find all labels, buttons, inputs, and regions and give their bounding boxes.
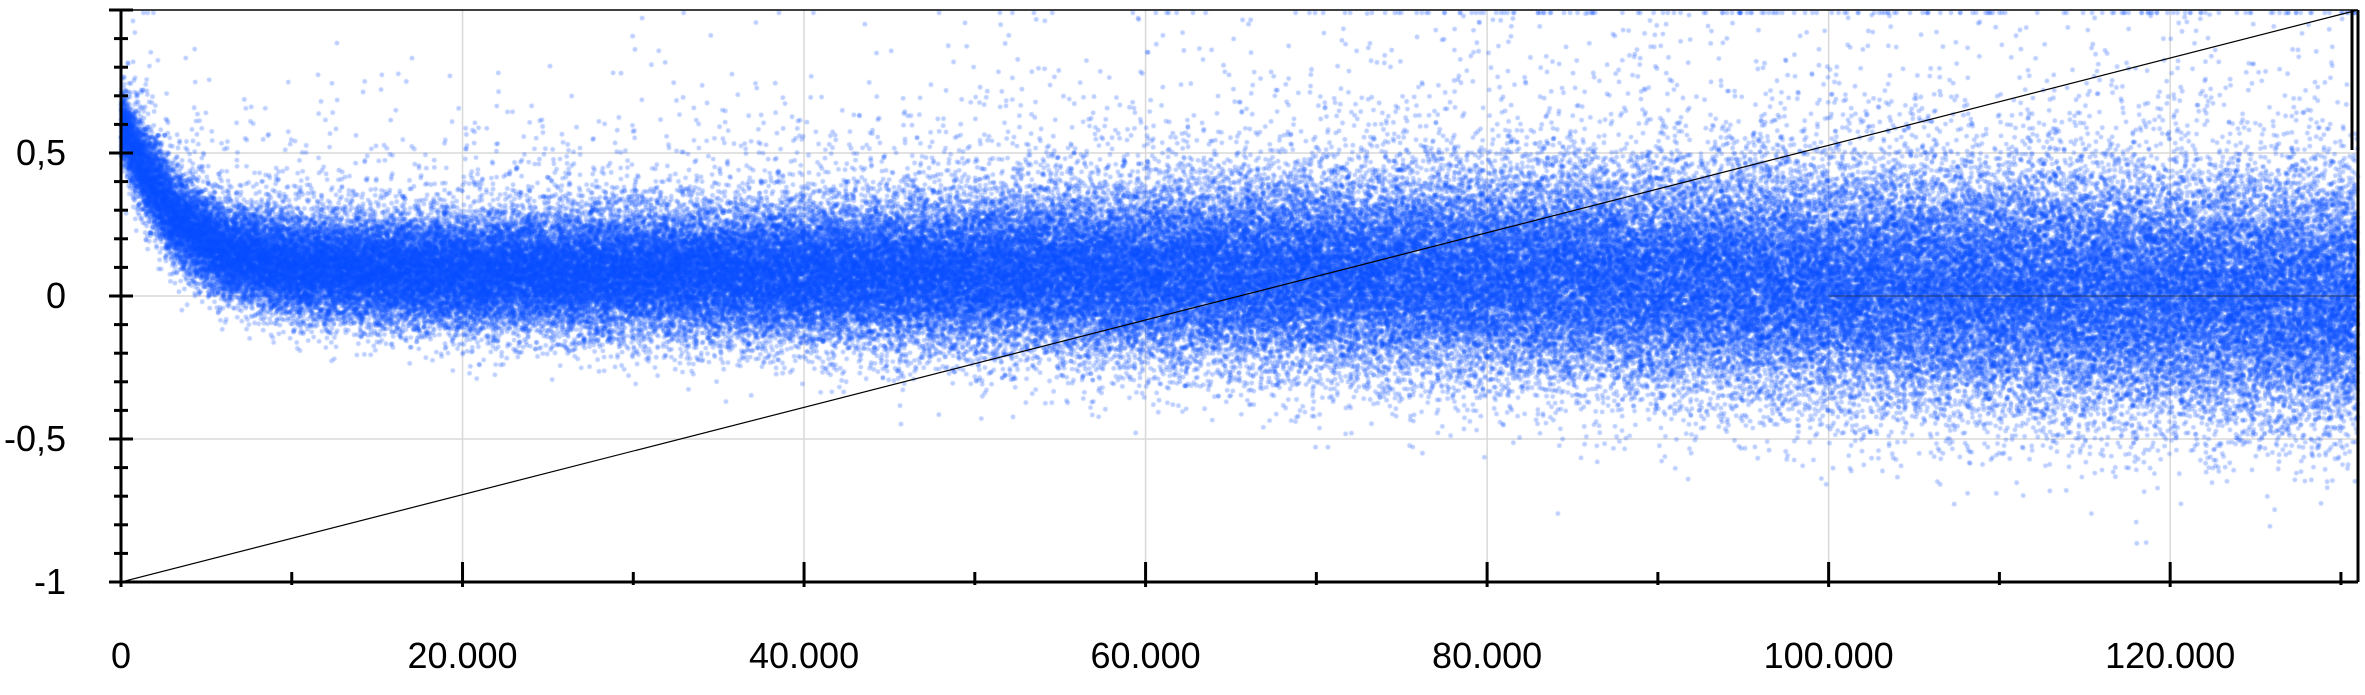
axes-layer: [109, 8, 2360, 587]
y-tick-label: -0,5: [4, 418, 66, 459]
labels-layer: 0 20.000 40.000 60.000 80.000 100.000 120.000 -…: [4, 132, 2235, 676]
x-tick-label: 40.000: [749, 635, 859, 676]
y-tick-label: 0,5: [16, 132, 66, 173]
y-tick-label: -1: [34, 561, 66, 602]
y-tick-label: 0: [46, 275, 66, 316]
x-tick-label: 80.000: [1432, 635, 1542, 676]
reference-diagonal-line: [120, 9, 2359, 583]
x-tick-label: 120.000: [2105, 635, 2235, 676]
x-tick-label: 20.000: [407, 635, 517, 676]
x-tick-label: 100.000: [1764, 635, 1894, 676]
x-tick-label: 0: [111, 635, 131, 676]
x-tick-label: 60.000: [1091, 635, 1201, 676]
lines-layer: [120, 9, 2359, 583]
